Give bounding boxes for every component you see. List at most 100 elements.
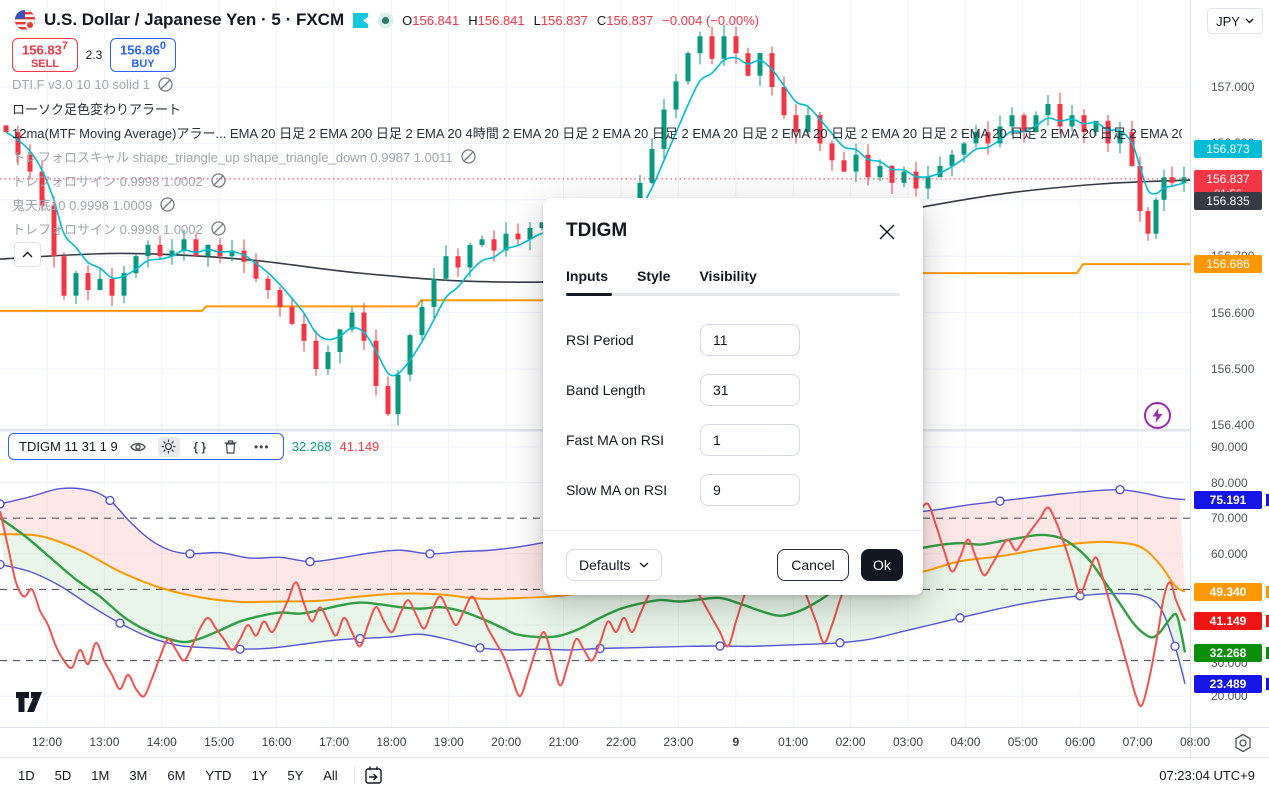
trade-buttons: 156.837 SELL 2.3 156.860 BUY bbox=[12, 38, 176, 72]
range-button-ytd[interactable]: YTD bbox=[205, 767, 232, 783]
cancel-button[interactable]: Cancel bbox=[777, 549, 849, 581]
range-button-5d[interactable]: 5D bbox=[54, 767, 72, 783]
range-button-1m[interactable]: 1M bbox=[91, 767, 110, 783]
time-tick-label: 21:00 bbox=[548, 735, 579, 749]
value-tick-label: 60.000 bbox=[1211, 546, 1248, 561]
range-button-1y[interactable]: 1Y bbox=[251, 767, 268, 783]
eye-icon[interactable] bbox=[127, 437, 149, 457]
range-button-5y[interactable]: 5Y bbox=[287, 767, 304, 783]
more-options-icon[interactable]: ••• bbox=[253, 439, 270, 454]
bottom-toolbar: 1D 5D 1M 3M 6M YTD 1Y 5Y All 07:23:04 UTC+9 bbox=[0, 757, 1269, 792]
dialog-field-row: Band Length bbox=[566, 374, 900, 406]
currency-label: JPY bbox=[1216, 13, 1240, 29]
eye-off-icon[interactable] bbox=[157, 76, 174, 93]
tdigm-legend-box[interactable]: TDIGM 11 31 1 9 { } ••• bbox=[8, 433, 284, 460]
legend-row[interactable]: トレフォロスキャル shape_triangle_up shape_triang… bbox=[12, 144, 1182, 168]
time-tick-label: 14:00 bbox=[146, 735, 177, 749]
range-button-3m[interactable]: 3M bbox=[129, 767, 148, 783]
time-scale[interactable]: 12:00 13:00 14:00 15:00 16:00 17:00 18:00 19:00… bbox=[0, 727, 1269, 758]
settings-gear-icon[interactable] bbox=[157, 436, 180, 457]
legend-row[interactable]: ローソク足色変わりアラート bbox=[12, 96, 1182, 120]
defaults-dropdown[interactable]: Defaults bbox=[566, 549, 662, 581]
range-button-6m[interactable]: 6M bbox=[167, 767, 186, 783]
sell-button[interactable]: 156.837 SELL bbox=[12, 38, 78, 72]
tab-visibility[interactable]: Visibility bbox=[699, 268, 757, 284]
field-input-fast-ma-on-rsi[interactable] bbox=[700, 424, 800, 456]
lightning-bolt-icon bbox=[1152, 408, 1163, 423]
legend-row-text: ローソク足色変わりアラート bbox=[12, 101, 182, 117]
market-status-icon[interactable] bbox=[377, 12, 394, 29]
legend-row-text: 12ma(MTF Moving Average)アラー... EMA 20 日足… bbox=[12, 125, 1182, 141]
server-clock[interactable]: 07:23:04 UTC+9 bbox=[1159, 767, 1255, 783]
currency-selector[interactable]: JPY bbox=[1207, 8, 1263, 34]
price-badge: 156.835 bbox=[1194, 192, 1262, 211]
buy-button[interactable]: 156.860 BUY bbox=[110, 38, 176, 72]
eye-off-icon[interactable] bbox=[210, 220, 227, 237]
time-tick-label: 08:00 bbox=[1179, 735, 1211, 749]
tdigm-legend-title: TDIGM 11 31 1 9 bbox=[19, 439, 118, 454]
indicator-value-badge: 41.149 bbox=[1194, 611, 1262, 630]
time-tick-label: 12:00 bbox=[31, 735, 63, 749]
value-tick-label: 80.000 bbox=[1211, 475, 1248, 490]
time-scale-corner bbox=[1190, 728, 1269, 758]
field-input-slow-ma-on-rsi[interactable] bbox=[700, 474, 800, 506]
legend-row[interactable]: トレフォロサイン 0.9998 1.0002 bbox=[12, 168, 1182, 192]
usdjpy-flag-icon bbox=[14, 9, 36, 31]
tab-inputs[interactable]: Inputs bbox=[566, 268, 608, 284]
tdigm-value-red: 41.149 bbox=[339, 439, 380, 454]
price-change: −0.004 (−0.00%) bbox=[662, 12, 760, 28]
eye-off-icon[interactable] bbox=[159, 196, 176, 213]
go-to-date-icon[interactable] bbox=[363, 765, 384, 786]
source-code-icon[interactable]: { } bbox=[193, 439, 207, 454]
defaults-label: Defaults bbox=[579, 557, 631, 573]
indicator-value-badge: 75.191 bbox=[1194, 490, 1262, 509]
eye-off-icon[interactable] bbox=[460, 148, 477, 165]
time-tick-label: 03:00 bbox=[892, 735, 924, 749]
legend-row[interactable]: DTI.F v3.0 10 10 solid 1 bbox=[12, 72, 1182, 96]
chart-type-icon[interactable] bbox=[352, 12, 369, 29]
field-input-band-length[interactable] bbox=[700, 374, 800, 406]
dialog-field-row: Slow MA on RSI bbox=[566, 474, 900, 506]
date-range-buttons: 1D 5D 1M 3M 6M YTD 1Y 5Y All bbox=[6, 764, 346, 787]
time-tick-label: 06:00 bbox=[1065, 735, 1096, 749]
tdigm-value-green: 32.268 bbox=[291, 439, 332, 454]
scales-settings-icon[interactable] bbox=[1233, 733, 1253, 753]
close-icon[interactable] bbox=[873, 218, 901, 246]
range-button-1d[interactable]: 1D bbox=[18, 767, 35, 783]
eye-off-icon[interactable] bbox=[210, 172, 227, 189]
legend-row-text: DTI.F v3.0 10 10 solid 1 bbox=[12, 76, 151, 92]
indicator-value-badge: 23.489 bbox=[1194, 674, 1262, 693]
price-tick-label: 156.600 bbox=[1211, 305, 1255, 320]
instant-trading-icon[interactable] bbox=[1144, 402, 1171, 429]
value-tick-label: 70.000 bbox=[1211, 511, 1248, 526]
time-tick-label: 17:00 bbox=[318, 735, 350, 749]
ohlc-item: O156.841 bbox=[402, 12, 460, 28]
tab-style[interactable]: Style bbox=[637, 268, 671, 284]
legend-row-text: トレフォロサイン 0.9998 1.0002 bbox=[12, 221, 203, 237]
ok-button[interactable]: Ok bbox=[861, 549, 903, 581]
time-tick-label: 02:00 bbox=[835, 735, 866, 749]
chevron-down-icon bbox=[1245, 18, 1254, 24]
badge-edge-mark bbox=[1266, 585, 1269, 598]
badge-edge-mark bbox=[1266, 677, 1269, 690]
range-button-all[interactable]: All bbox=[323, 767, 338, 783]
legend-row[interactable]: 12ma(MTF Moving Average)アラー... EMA 20 日足… bbox=[12, 120, 1182, 144]
legend-row[interactable]: トレフォロサイン 0.9998 1.0002 bbox=[12, 216, 1182, 240]
price-badge: 156.873 bbox=[1194, 139, 1262, 158]
field-label: Fast MA on RSI bbox=[566, 432, 665, 448]
badge-edge-mark bbox=[1266, 646, 1269, 659]
indicator-settings-dialog: TDIGM Inputs Style Visibility RSI Period Ba… bbox=[543, 198, 923, 595]
collapse-pane-button[interactable] bbox=[14, 242, 41, 267]
time-tick-label: 05:00 bbox=[1007, 735, 1038, 749]
tradingview-logo[interactable] bbox=[16, 692, 46, 713]
legend-row[interactable]: 鬼天底10 0.9998 1.0009 bbox=[12, 192, 1182, 216]
legend-row-text: トレフォロサイン 0.9998 1.0002 bbox=[12, 173, 203, 189]
price-scale[interactable]: JPY 157.000156.900156.700156.600156.5001… bbox=[1190, 0, 1269, 727]
symbol-title[interactable]: U.S. Dollar / Japanese Yen · 5 · FXCM bbox=[44, 10, 345, 29]
badge-edge-mark bbox=[1266, 614, 1269, 627]
dialog-title: TDIGM bbox=[566, 220, 628, 241]
field-input-rsi-period[interactable] bbox=[700, 324, 800, 356]
indicator-value-badge: 49.340 bbox=[1194, 582, 1262, 601]
delete-icon[interactable] bbox=[220, 437, 242, 457]
field-label: Slow MA on RSI bbox=[566, 482, 668, 498]
